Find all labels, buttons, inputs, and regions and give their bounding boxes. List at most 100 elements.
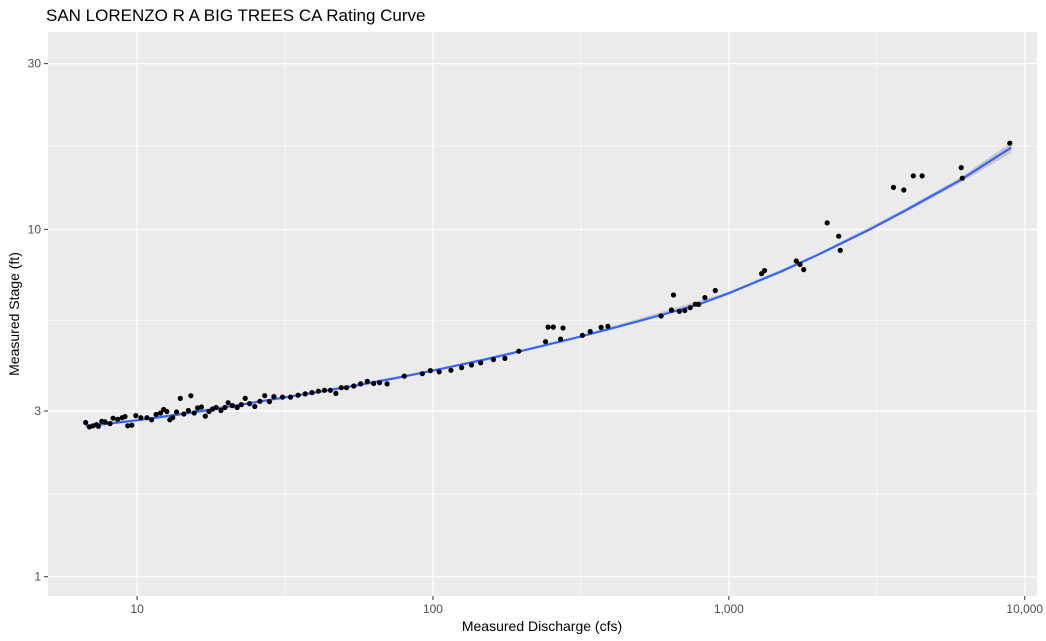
data-point (343, 385, 349, 391)
data-point (110, 415, 116, 421)
x-tick-label: 1,000 (714, 602, 744, 616)
data-point (222, 404, 228, 411)
data-point (668, 307, 675, 313)
data-point (149, 417, 155, 423)
data-point (761, 268, 768, 274)
data-point (122, 414, 128, 420)
data-point (213, 404, 219, 411)
data-point (797, 261, 803, 267)
data-point (712, 287, 718, 294)
data-point (958, 165, 964, 171)
data-point (358, 381, 364, 387)
fit-line-layer (85, 146, 1012, 427)
data-point (901, 187, 907, 193)
y-axis-ticks: 1 3 10 30 (28, 57, 48, 584)
data-point (919, 173, 925, 179)
data-point (490, 356, 496, 363)
data-point (125, 423, 131, 429)
data-point (257, 398, 263, 404)
data-point (377, 380, 383, 386)
data-point (427, 368, 433, 374)
data-point (225, 400, 231, 406)
data-point (401, 373, 407, 379)
data-point (579, 332, 586, 338)
data-point (364, 378, 370, 384)
data-point (824, 220, 830, 226)
data-point (95, 423, 101, 429)
data-point (238, 402, 244, 408)
data-point (144, 415, 150, 421)
data-point (321, 387, 328, 393)
fit-line (85, 146, 1012, 427)
data-point (658, 313, 664, 319)
data-point (252, 403, 258, 410)
x-axis-ticks: 10 100 1,000 10,000 (130, 596, 1043, 616)
data-point (309, 390, 315, 396)
data-point (157, 410, 164, 416)
y-tick-label: 1 (34, 570, 41, 584)
data-point (890, 184, 897, 190)
data-point (153, 411, 159, 418)
data-point (605, 323, 611, 329)
data-point (295, 392, 301, 398)
data-point (696, 301, 702, 307)
data-point (516, 348, 522, 354)
data-point (702, 295, 708, 301)
data-point (133, 413, 139, 419)
x-tick-label: 10,000 (1006, 602, 1043, 616)
data-point (793, 258, 799, 264)
data-point (558, 336, 564, 342)
data-point (115, 416, 121, 422)
data-point (174, 409, 180, 415)
data-point (419, 371, 425, 377)
data-point (234, 404, 240, 411)
data-point (459, 365, 465, 371)
data-point (302, 391, 308, 397)
x-tick-label: 100 (423, 602, 443, 616)
data-point (670, 292, 677, 298)
data-point (587, 328, 593, 335)
data-point (837, 247, 843, 253)
data-point (676, 308, 682, 314)
data-point (448, 367, 454, 373)
data-point (478, 360, 484, 366)
plot-panel (48, 32, 1037, 596)
data-point (1007, 140, 1013, 146)
y-tick-label: 3 (34, 404, 41, 418)
data-point (371, 380, 377, 387)
data-point (545, 324, 551, 330)
y-axis-title: Measured Stage (ft) (6, 252, 22, 376)
data-point (468, 362, 475, 368)
data-point (262, 393, 268, 399)
data-point (550, 324, 556, 330)
data-point (181, 411, 187, 417)
data-point (801, 267, 807, 273)
data-point (266, 399, 272, 405)
data-point (351, 383, 357, 389)
data-point (910, 173, 916, 179)
data-point (138, 415, 144, 421)
data-point (198, 404, 204, 410)
data-point (188, 393, 194, 399)
chart-title: SAN LORENZO R A BIG TREES CA Rating Curv… (46, 6, 426, 25)
y-tick-label: 30 (28, 57, 42, 71)
data-point (333, 390, 339, 396)
data-point (279, 394, 286, 400)
x-tick-label: 10 (130, 602, 144, 616)
data-point (83, 419, 89, 426)
data-point (338, 385, 344, 391)
data-point (682, 307, 688, 314)
data-points (83, 140, 1013, 430)
data-point (102, 419, 108, 425)
data-point (185, 407, 191, 414)
data-point (502, 355, 508, 361)
data-point (287, 394, 294, 400)
data-point (229, 403, 235, 409)
data-point (202, 413, 208, 419)
data-point (560, 325, 566, 331)
x-axis-title: Measured Discharge (cfs) (462, 618, 622, 634)
data-point (327, 387, 333, 393)
data-point (177, 395, 183, 401)
data-point (191, 410, 197, 416)
